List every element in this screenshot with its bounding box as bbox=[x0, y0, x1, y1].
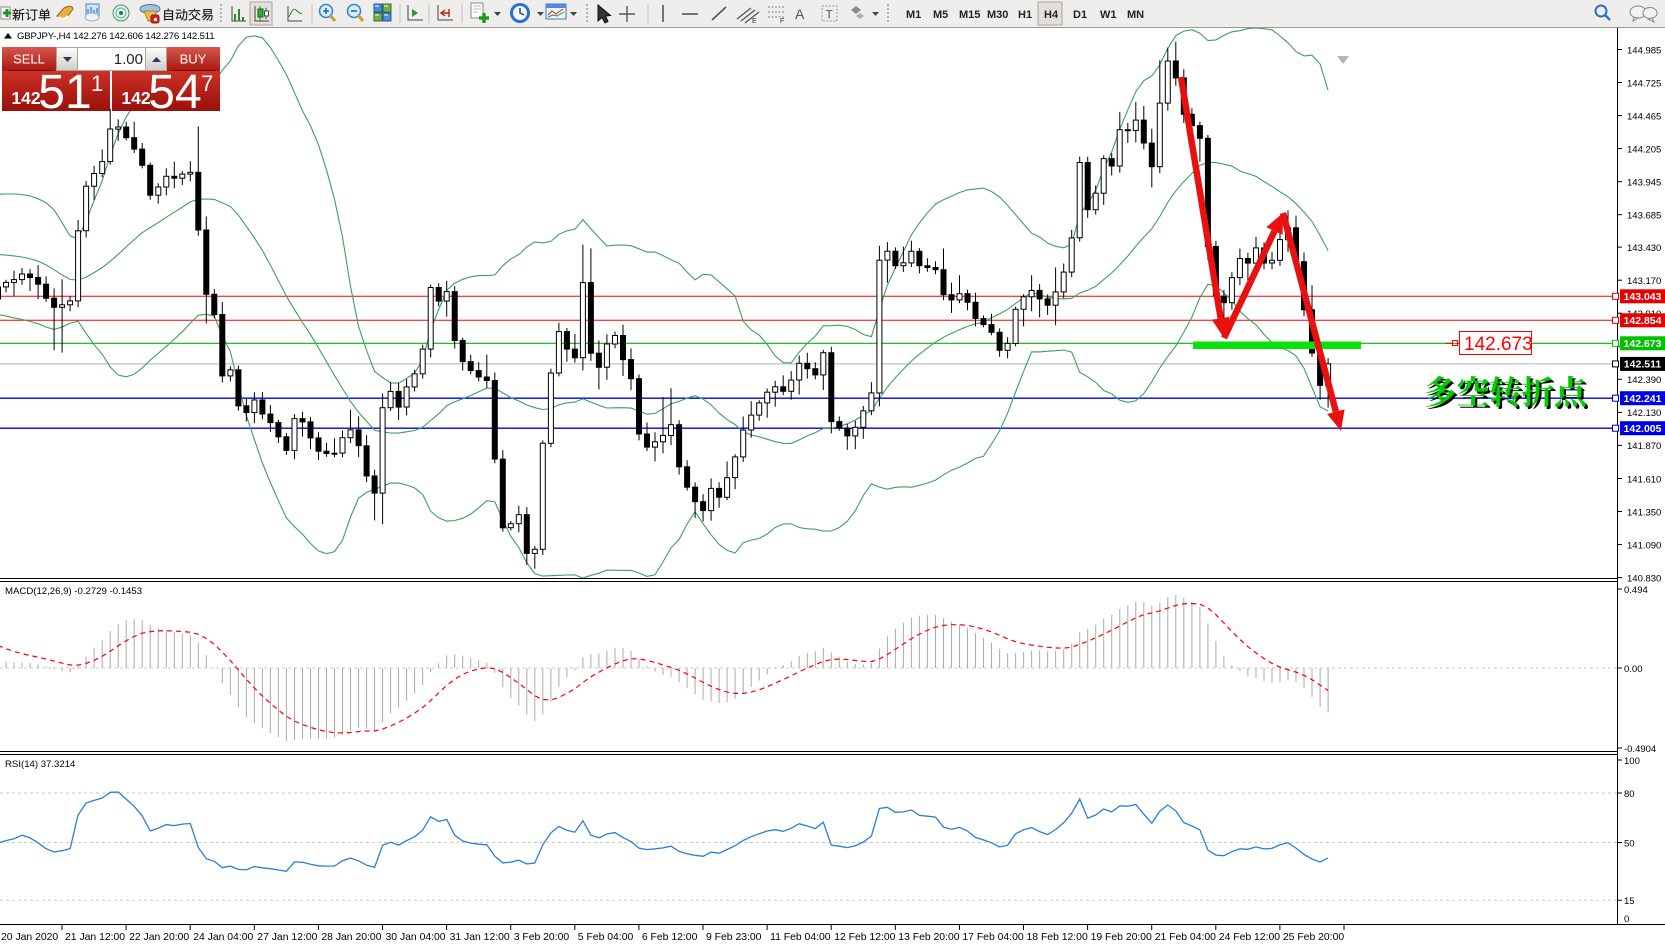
svg-text:30 Jan 04:00: 30 Jan 04:00 bbox=[386, 932, 446, 943]
svg-text:144.205: 144.205 bbox=[1627, 144, 1661, 155]
svg-text:142.854: 142.854 bbox=[1624, 315, 1662, 327]
svg-text:M1: M1 bbox=[906, 9, 921, 21]
svg-text:A: A bbox=[795, 6, 805, 22]
svg-text:142.673: 142.673 bbox=[1464, 334, 1533, 355]
svg-text:141.610: 141.610 bbox=[1627, 474, 1661, 485]
svg-text:21 Feb 04:00: 21 Feb 04:00 bbox=[1155, 932, 1216, 943]
svg-text:144.465: 144.465 bbox=[1627, 111, 1661, 122]
svg-text:GBPJPY-,H4 142.276 142.606 14: GBPJPY-,H4 142.276 142.606 142.276 142.5… bbox=[17, 31, 214, 42]
svg-text:80: 80 bbox=[1624, 789, 1635, 800]
svg-text:0: 0 bbox=[1624, 914, 1629, 925]
svg-text:142.511: 142.511 bbox=[1624, 359, 1662, 371]
svg-text:6 Feb 12:00: 6 Feb 12:00 bbox=[642, 932, 698, 943]
svg-text:D1: D1 bbox=[1073, 9, 1087, 21]
svg-text:142: 142 bbox=[121, 88, 150, 108]
svg-text:5 Feb 04:00: 5 Feb 04:00 bbox=[578, 932, 634, 943]
svg-text:24 Feb 12:00: 24 Feb 12:00 bbox=[1219, 932, 1280, 943]
svg-text:W1: W1 bbox=[1100, 9, 1117, 21]
svg-text:H1: H1 bbox=[1018, 9, 1032, 21]
svg-text:100: 100 bbox=[1624, 756, 1640, 767]
svg-text:144.985: 144.985 bbox=[1627, 45, 1661, 56]
svg-text:T: T bbox=[826, 8, 834, 22]
svg-text:RSI(14) 37.3214: RSI(14) 37.3214 bbox=[5, 759, 76, 770]
svg-text:27 Jan 12:00: 27 Jan 12:00 bbox=[257, 932, 317, 943]
svg-text:20 Jan 2020: 20 Jan 2020 bbox=[1, 932, 58, 943]
svg-text:F: F bbox=[780, 18, 784, 25]
svg-text:1: 1 bbox=[91, 71, 103, 96]
svg-text:0.494: 0.494 bbox=[1624, 585, 1648, 596]
svg-text:M30: M30 bbox=[987, 9, 1008, 21]
svg-text:MACD(12,26,9) -0.2729 -0.1453: MACD(12,26,9) -0.2729 -0.1453 bbox=[5, 586, 142, 597]
svg-text:BUY: BUY bbox=[180, 52, 207, 67]
svg-text:50: 50 bbox=[1624, 839, 1635, 850]
svg-text:142.005: 142.005 bbox=[1624, 423, 1662, 435]
svg-text:142.241: 142.241 bbox=[1624, 393, 1662, 405]
svg-text:141.870: 141.870 bbox=[1627, 441, 1661, 452]
svg-text:25 Feb 20:00: 25 Feb 20:00 bbox=[1283, 932, 1344, 943]
svg-text:140.830: 140.830 bbox=[1627, 573, 1661, 584]
svg-text:11 Feb 04:00: 11 Feb 04:00 bbox=[770, 932, 831, 943]
svg-text:54: 54 bbox=[148, 66, 201, 119]
svg-text:0.00: 0.00 bbox=[1624, 664, 1643, 675]
svg-text:17 Feb 04:00: 17 Feb 04:00 bbox=[962, 932, 1023, 943]
svg-text:-0.4904: -0.4904 bbox=[1624, 744, 1656, 755]
svg-text:15: 15 bbox=[1624, 896, 1635, 907]
svg-text:1.00: 1.00 bbox=[114, 51, 143, 68]
svg-text:28 Jan 20:00: 28 Jan 20:00 bbox=[321, 932, 381, 943]
svg-text:141.350: 141.350 bbox=[1627, 507, 1661, 518]
svg-text:19 Feb 20:00: 19 Feb 20:00 bbox=[1091, 932, 1152, 943]
svg-text:13 Feb 20:00: 13 Feb 20:00 bbox=[898, 932, 959, 943]
svg-text:142.390: 142.390 bbox=[1627, 375, 1661, 386]
svg-text:M5: M5 bbox=[933, 9, 948, 21]
svg-text:142: 142 bbox=[11, 88, 40, 108]
svg-text:M15: M15 bbox=[959, 9, 980, 21]
svg-text:144.725: 144.725 bbox=[1627, 78, 1661, 89]
svg-text:143.945: 143.945 bbox=[1627, 178, 1661, 189]
svg-text:142.130: 142.130 bbox=[1627, 408, 1661, 419]
svg-text:E: E bbox=[752, 18, 757, 25]
svg-text:MN: MN bbox=[1127, 9, 1144, 21]
svg-text:H4: H4 bbox=[1044, 9, 1059, 21]
svg-text:21 Jan 12:00: 21 Jan 12:00 bbox=[65, 932, 125, 943]
svg-text:22 Jan 20:00: 22 Jan 20:00 bbox=[129, 932, 189, 943]
svg-text:24 Jan 04:00: 24 Jan 04:00 bbox=[193, 932, 253, 943]
svg-text:3 Feb 20:00: 3 Feb 20:00 bbox=[514, 932, 570, 943]
svg-text:143.170: 143.170 bbox=[1627, 276, 1661, 287]
svg-text:9 Feb 23:00: 9 Feb 23:00 bbox=[706, 932, 762, 943]
svg-text:7: 7 bbox=[201, 71, 213, 96]
svg-text:18 Feb 12:00: 18 Feb 12:00 bbox=[1027, 932, 1088, 943]
svg-text:143.043: 143.043 bbox=[1624, 291, 1662, 303]
svg-text:12 Feb 12:00: 12 Feb 12:00 bbox=[834, 932, 895, 943]
svg-text:51: 51 bbox=[38, 66, 91, 119]
svg-text:SELL: SELL bbox=[13, 52, 45, 67]
svg-text:31 Jan 12:00: 31 Jan 12:00 bbox=[450, 932, 510, 943]
svg-text:142.673: 142.673 bbox=[1624, 338, 1662, 350]
svg-text:143.685: 143.685 bbox=[1627, 211, 1661, 222]
svg-text:141.090: 141.090 bbox=[1627, 540, 1661, 551]
svg-text:143.430: 143.430 bbox=[1627, 243, 1661, 254]
